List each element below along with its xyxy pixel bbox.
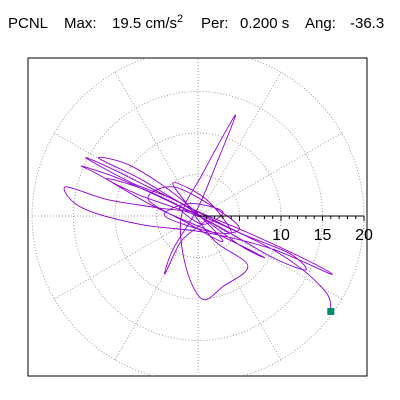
period-value: 0.200 s <box>240 15 290 32</box>
max-value: 19.5 <box>112 15 142 32</box>
max-label: Max: <box>64 15 97 32</box>
period-label: Per: <box>201 15 229 32</box>
end-marker <box>327 307 335 315</box>
max-value-group: 19.5 cm/s2 <box>112 13 184 32</box>
grid-spoke <box>54 215 199 300</box>
trace-line <box>63 114 333 312</box>
axis-tick-label: 10 <box>272 227 290 244</box>
angle-value: -36.3 <box>350 15 385 32</box>
grid-spoke <box>114 215 199 360</box>
grid-spoke <box>54 132 199 217</box>
header: PCNL Max: 19.5 cm/s2 Per: 0.200 s Ang: -… <box>0 0 400 44</box>
max-unit: cm/s <box>145 15 178 32</box>
angle-label: Ang: <box>305 15 336 32</box>
motion-trace <box>63 114 333 312</box>
grid-spoke <box>197 215 282 360</box>
grid-spoke <box>197 72 282 217</box>
radial-axis: 10 15 20 <box>198 215 373 244</box>
grid-spoke <box>197 215 342 300</box>
axis-tick-label: 15 <box>314 227 332 244</box>
grid-spoke <box>114 72 199 217</box>
end-marker-layer <box>327 307 335 315</box>
station-code: PCNL <box>8 15 49 32</box>
axis-tick-label: 20 <box>355 227 373 244</box>
grid-spoke <box>197 132 342 217</box>
max-unit-exponent: 2 <box>177 13 184 25</box>
plot-frame <box>27 57 368 377</box>
